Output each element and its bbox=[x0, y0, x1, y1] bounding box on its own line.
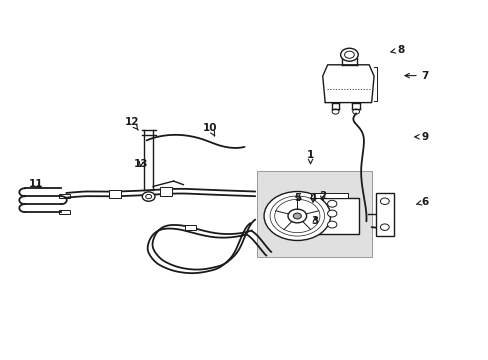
Text: 12: 12 bbox=[124, 117, 139, 130]
Text: 13: 13 bbox=[133, 159, 148, 169]
Bar bbox=[310, 193, 347, 198]
Circle shape bbox=[293, 213, 301, 219]
Circle shape bbox=[331, 109, 338, 114]
Text: 11: 11 bbox=[28, 179, 43, 189]
Text: 7: 7 bbox=[404, 71, 428, 81]
Text: 10: 10 bbox=[203, 123, 217, 136]
Circle shape bbox=[380, 198, 388, 204]
Circle shape bbox=[380, 224, 388, 230]
Text: 2: 2 bbox=[319, 191, 325, 201]
Text: 6: 6 bbox=[415, 197, 428, 207]
Circle shape bbox=[352, 109, 359, 114]
Bar bbox=[59, 194, 69, 198]
Circle shape bbox=[264, 192, 330, 240]
Bar bbox=[109, 190, 121, 198]
Circle shape bbox=[344, 51, 354, 58]
Text: 5: 5 bbox=[294, 193, 301, 203]
Circle shape bbox=[340, 48, 358, 61]
Circle shape bbox=[145, 194, 151, 199]
Text: 4: 4 bbox=[308, 193, 316, 203]
Text: 1: 1 bbox=[306, 150, 313, 164]
Bar bbox=[305, 198, 358, 234]
Circle shape bbox=[327, 210, 336, 217]
Circle shape bbox=[142, 192, 155, 201]
Bar bbox=[256, 171, 371, 257]
Circle shape bbox=[327, 221, 336, 228]
Text: 3: 3 bbox=[311, 216, 318, 226]
Bar bbox=[184, 225, 195, 230]
Bar bbox=[59, 210, 69, 214]
Circle shape bbox=[287, 209, 306, 223]
Text: 8: 8 bbox=[390, 45, 404, 55]
Bar bbox=[160, 188, 172, 196]
Circle shape bbox=[327, 200, 336, 207]
Text: 9: 9 bbox=[414, 132, 428, 142]
Bar bbox=[375, 193, 393, 236]
